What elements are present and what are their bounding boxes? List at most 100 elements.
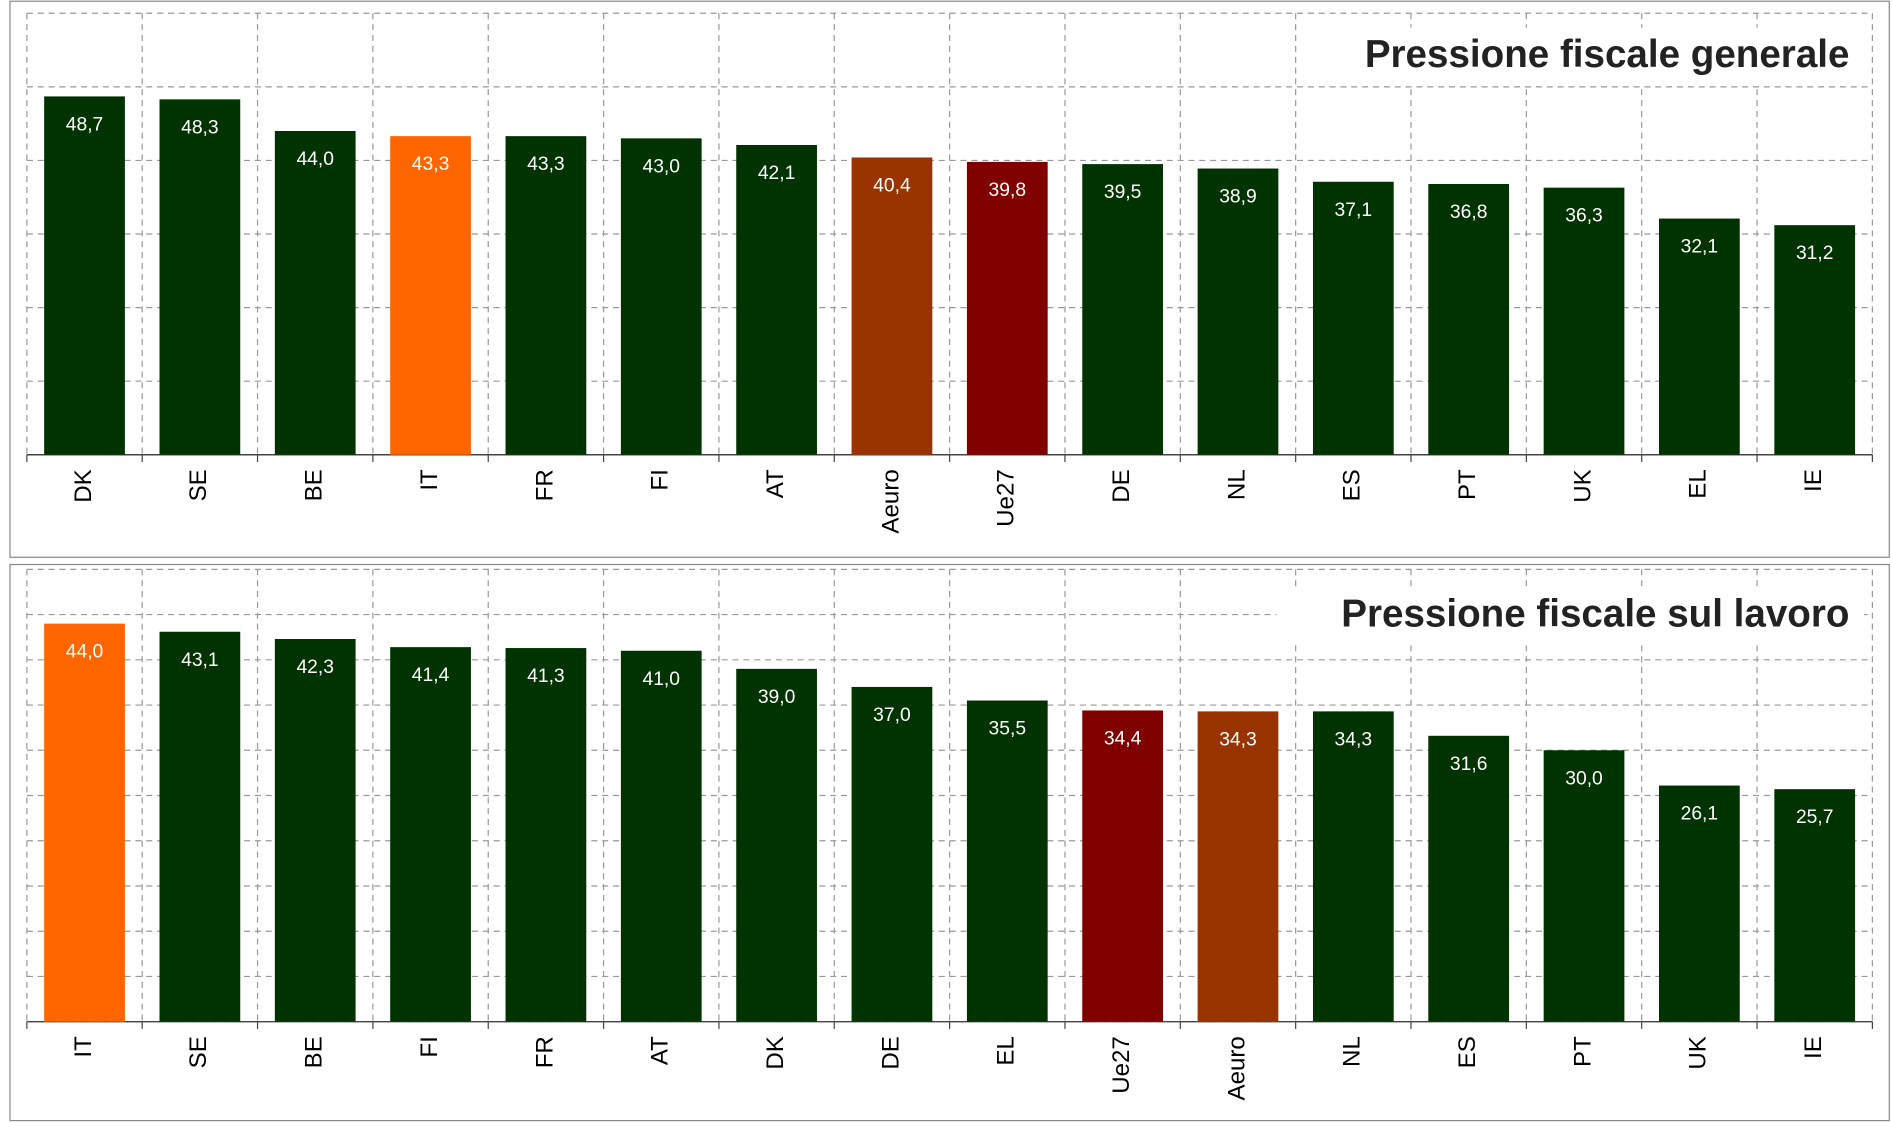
x-tick-label: DK <box>762 1036 789 1070</box>
bar <box>390 647 471 1022</box>
bar <box>274 639 356 1022</box>
bar <box>1428 735 1510 1022</box>
bar <box>1658 218 1740 455</box>
value-label: 38,9 <box>1219 187 1257 208</box>
bar <box>620 138 702 455</box>
title-bg <box>1276 587 1864 646</box>
x-tick-label: FR <box>531 1036 558 1068</box>
bar <box>851 686 933 1022</box>
x-tick-label: IT <box>416 469 443 491</box>
bar <box>736 668 817 1022</box>
bar <box>159 99 241 455</box>
value-label: 34,3 <box>1335 729 1373 750</box>
bar <box>966 700 1048 1022</box>
bar <box>505 136 587 455</box>
x-tick-label: Ue27 <box>1108 1036 1135 1094</box>
x-tick-label: FI <box>647 469 674 490</box>
value-label: 48,7 <box>66 114 104 135</box>
value-label: 43,3 <box>412 154 450 175</box>
x-tick-label: SE <box>185 1036 212 1068</box>
bar <box>390 136 471 455</box>
bar <box>1428 183 1510 455</box>
value-label: 37,0 <box>873 705 911 726</box>
value-label: 41,4 <box>412 665 450 686</box>
title-bg <box>1303 27 1864 86</box>
bar <box>44 623 125 1022</box>
value-label: 35,5 <box>989 719 1027 740</box>
bar <box>736 144 817 455</box>
bar <box>1082 710 1164 1022</box>
x-tick-label: DE <box>877 1036 904 1069</box>
x-tick-label: IE <box>1800 1036 1827 1059</box>
x-tick-label: Ue27 <box>993 469 1020 527</box>
x-tick-label: UK <box>1685 1036 1712 1069</box>
x-tick-label: EL <box>993 1036 1020 1066</box>
bar <box>1082 164 1164 455</box>
x-tick-label: AT <box>647 1036 674 1065</box>
bar <box>274 130 356 455</box>
value-label: 40,4 <box>873 176 911 197</box>
x-tick-label: IT <box>70 1036 97 1058</box>
value-label: 48,3 <box>181 117 219 138</box>
bar <box>505 648 587 1022</box>
bar <box>44 96 125 455</box>
x-tick-label: AT <box>762 469 789 498</box>
x-tick-label: FR <box>531 469 558 501</box>
x-tick-label: DK <box>70 469 97 503</box>
x-tick-label: DE <box>1108 469 1135 502</box>
x-tick-label: Aeuro <box>1223 1036 1250 1100</box>
bar <box>966 161 1048 455</box>
x-tick-label: ES <box>1339 469 1366 501</box>
value-label: 43,0 <box>642 156 680 177</box>
bar <box>159 631 241 1022</box>
value-label: 44,0 <box>66 642 104 663</box>
x-tick-label: NL <box>1223 469 1250 500</box>
value-label: 31,6 <box>1450 754 1488 775</box>
value-label: 43,3 <box>527 154 565 175</box>
bar <box>1312 711 1394 1022</box>
value-label: 36,8 <box>1450 202 1488 223</box>
value-label: 32,1 <box>1681 237 1719 258</box>
value-label: 43,1 <box>181 650 219 671</box>
x-tick-label: UK <box>1569 469 1596 502</box>
value-label: 42,3 <box>296 657 334 678</box>
bar <box>1774 789 1856 1022</box>
value-label: 37,1 <box>1335 200 1373 221</box>
bar <box>1197 711 1279 1022</box>
value-label: 39,5 <box>1104 182 1142 203</box>
bar <box>1543 750 1625 1022</box>
bar <box>1197 168 1279 455</box>
chart-title: Pressione fiscale sul lavoro <box>1341 593 1849 636</box>
value-label: 34,4 <box>1104 729 1142 750</box>
x-tick-label: BE <box>301 1036 328 1068</box>
bar <box>1658 785 1740 1022</box>
x-tick-label: IE <box>1800 469 1827 492</box>
x-tick-label: PT <box>1454 469 1481 500</box>
x-tick-label: EL <box>1685 469 1712 499</box>
x-tick-label: NL <box>1339 1036 1366 1067</box>
value-label: 26,1 <box>1681 804 1719 825</box>
x-tick-label: SE <box>185 469 212 501</box>
chart-title: Pressione fiscale generale <box>1365 33 1850 76</box>
bar <box>1312 181 1394 455</box>
value-label: 31,2 <box>1796 243 1834 264</box>
value-label: 42,1 <box>758 163 796 184</box>
bar <box>851 157 933 455</box>
value-label: 44,0 <box>296 149 334 170</box>
value-label: 30,0 <box>1565 768 1603 789</box>
value-label: 39,8 <box>989 180 1027 201</box>
value-label: 25,7 <box>1796 807 1834 828</box>
value-label: 39,0 <box>758 687 796 708</box>
bar <box>1543 187 1625 455</box>
bar <box>620 650 702 1022</box>
x-tick-label: ES <box>1454 1036 1481 1068</box>
bar <box>1774 225 1856 455</box>
x-tick-label: BE <box>301 469 328 501</box>
value-label: 34,3 <box>1219 729 1257 750</box>
value-label: 36,3 <box>1565 206 1603 227</box>
x-tick-label: PT <box>1569 1036 1596 1067</box>
x-tick-label: FI <box>416 1036 443 1057</box>
value-label: 41,0 <box>642 669 680 690</box>
value-label: 41,3 <box>527 666 565 687</box>
